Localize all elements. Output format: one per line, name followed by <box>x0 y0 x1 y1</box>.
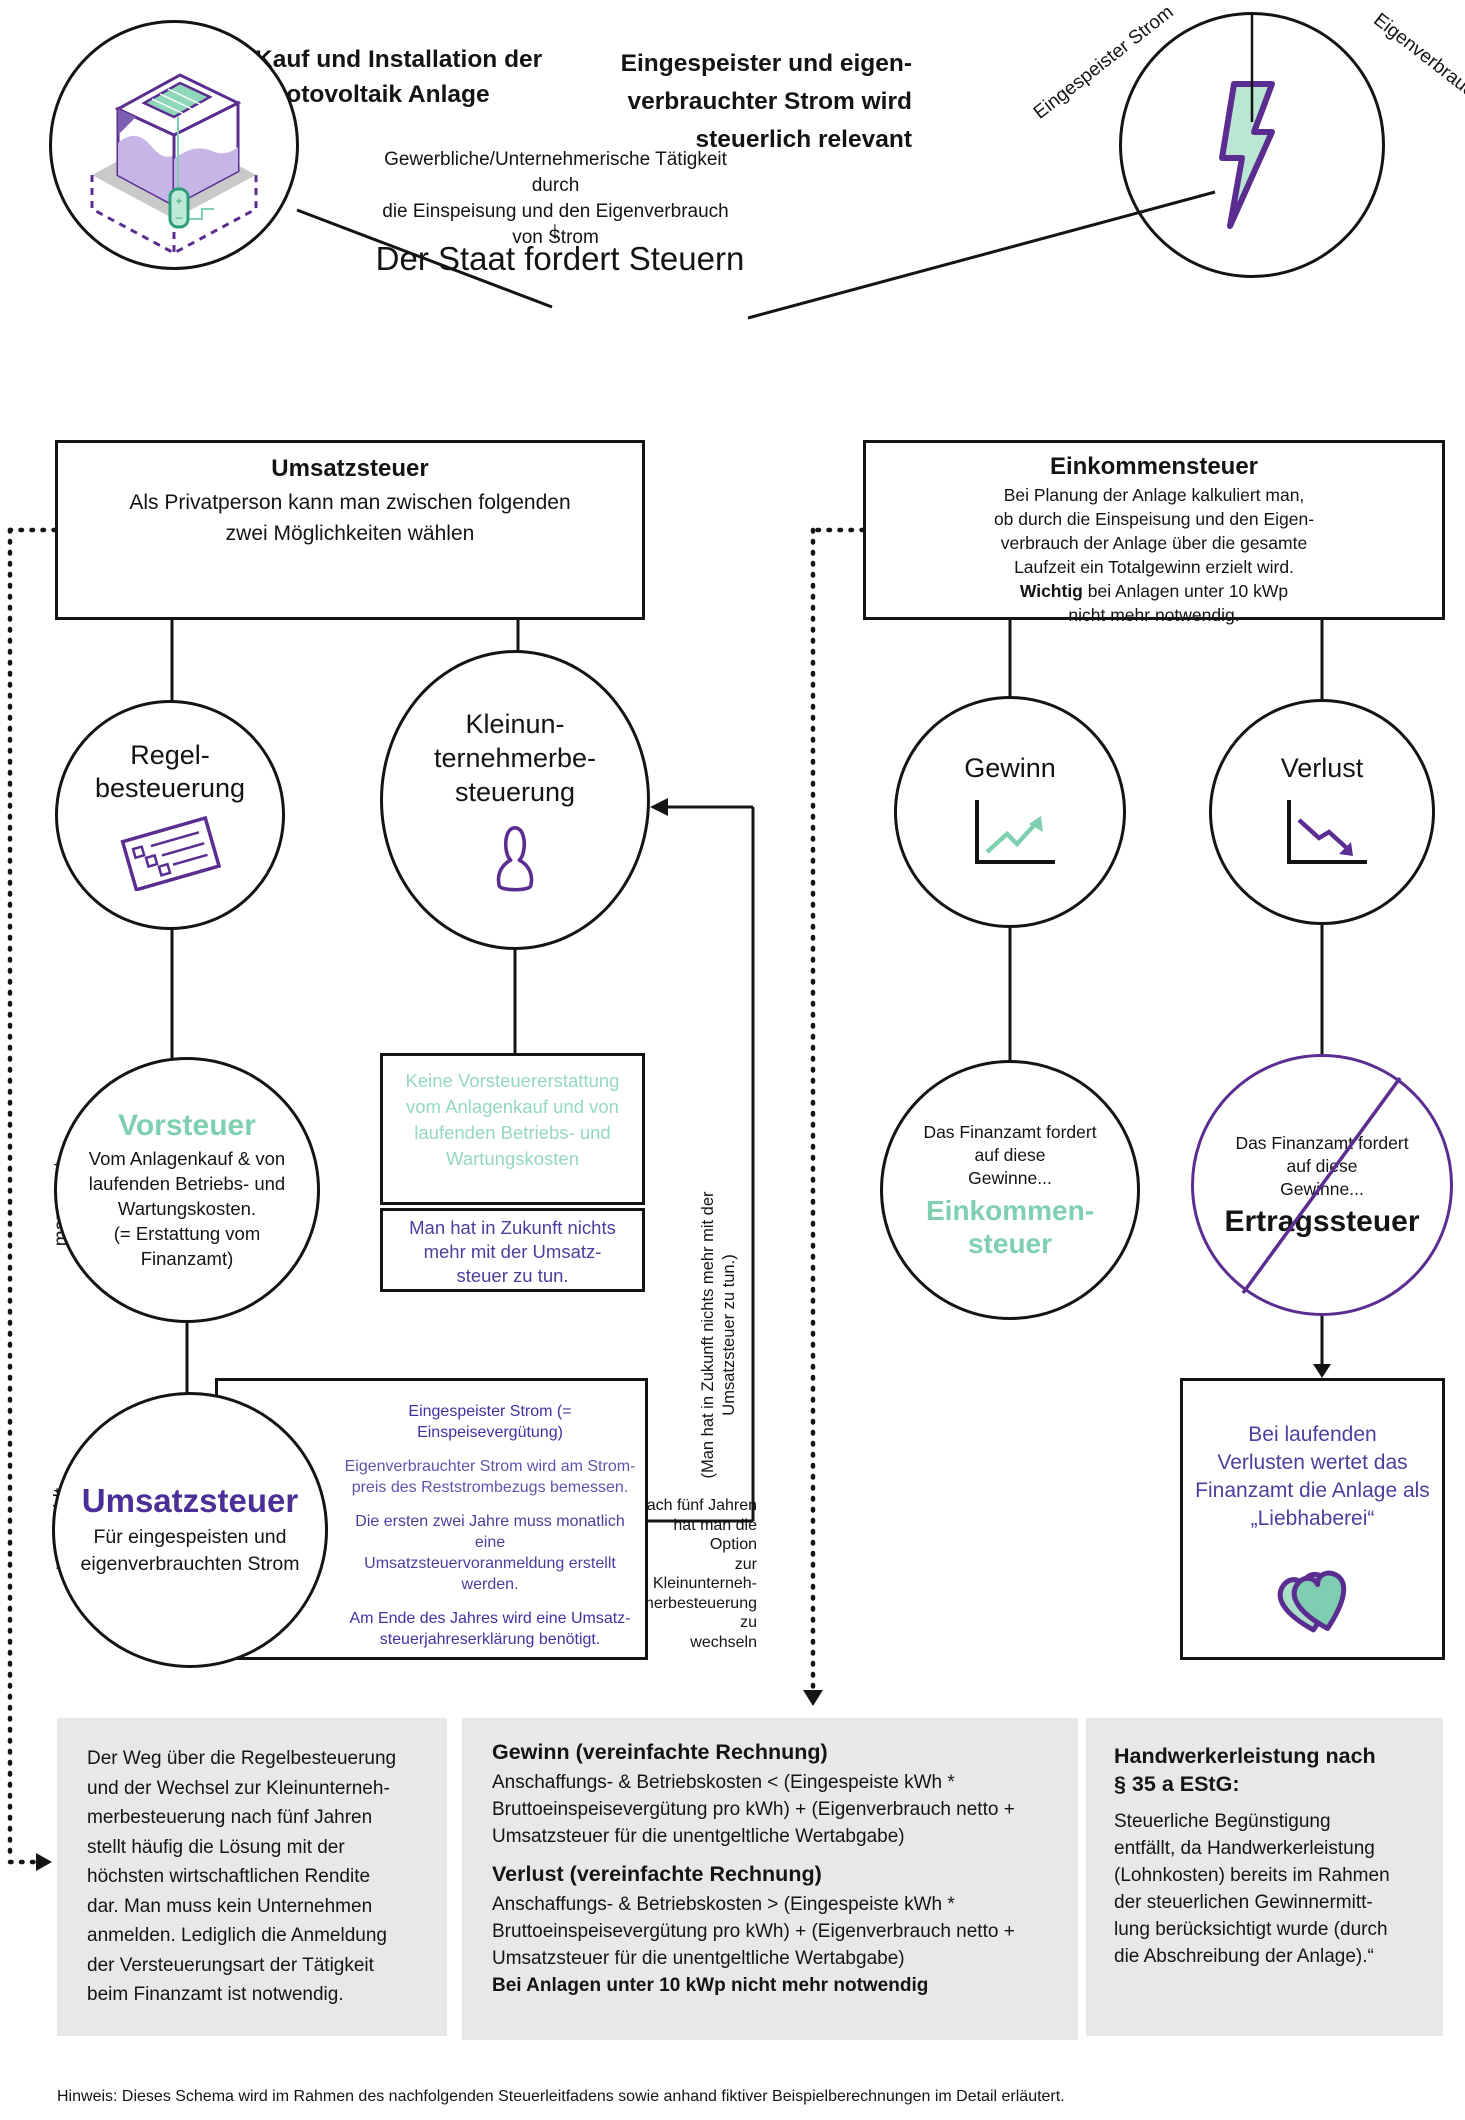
lightning-bolt-icon <box>1219 81 1275 229</box>
regelbesteuerung-label: Regel- besteuerung <box>94 740 246 803</box>
detail-p2: Eigenverbrauchter Strom wird am Strom- p… <box>344 1458 636 1496</box>
document-checklist-icon <box>120 815 222 891</box>
umsatzsteuer-detail-box: Eingespeister Strom (= Einspeisevergütun… <box>215 1378 648 1660</box>
gewinn-rechnung-body: Anschaffungs- & Betriebskosten < (Einges… <box>492 1772 1015 1847</box>
einkommensteuer-box-title: Einkommensteuer <box>1049 453 1259 480</box>
footnote: Hinweis: Dieses Schema wird im Rahmen de… <box>57 2088 1065 2105</box>
einkommensteuer-box: Einkommensteuer Bei Planung der Anlage k… <box>863 440 1445 625</box>
wechsel-note: Nach fünf Jahren hat man die Option zur … <box>635 1497 757 1651</box>
handwerkerleistung-title: Handwerkerleistung nach § 35 a EStG: <box>1114 1744 1376 1796</box>
keine-vorsteuer-text: Keine Vorsteuererstattung vom Anlagenkau… <box>405 1070 620 1169</box>
vorsteuer-body: Vom Anlagenkauf & von laufenden Betriebs… <box>88 1148 286 1269</box>
zukunft-text: Man hat in Zukunft nichts mehr mit der U… <box>409 1217 616 1286</box>
lightning-circle <box>1119 12 1385 278</box>
keine-vorsteuer-box: Keine Vorsteuererstattung vom Anlagenkau… <box>380 1053 645 1205</box>
handwerkerleistung-body: Steuerliche Begünstigung entfällt, da Ha… <box>1114 1811 1390 1967</box>
ertragssteuer-circle-title: Ertragssteuer <box>1224 1204 1420 1238</box>
rechnung-box: Gewinn (vereinfachte Rechnung) Anschaffu… <box>462 1718 1078 2040</box>
gewinn-label: Gewinn <box>964 752 1056 783</box>
verlust-label: Verlust <box>1280 752 1364 783</box>
svg-text:–: – <box>176 210 183 224</box>
einkommensteuer-box-body: Bei Planung der Anlage kalkuliert man, o… <box>993 485 1315 577</box>
house-circle: + – <box>49 20 299 270</box>
liebhaberei-text: Bei laufenden Verlusten wertet das Finan… <box>1195 1423 1430 1530</box>
kleinunternehmer-label: Kleinun- ternehmerbe- steuerung <box>433 709 597 807</box>
left-title: Kauf und Installation der Photovoltaik A… <box>255 46 543 108</box>
intro-text: Gewerbliche/Unternehmerische Tätigkeit d… <box>382 149 729 248</box>
gewinn-circle: Gewinn <box>894 696 1126 928</box>
vorsteuer-circle: Vorsteuer Vom Anlagenkauf & von laufende… <box>54 1057 320 1323</box>
rotated-zukunft-note: (Man hat in Zukunft nichts mehr mit der … <box>699 1191 738 1479</box>
ertragssteuer-circle: Das Finanzamt fordert auf diese Gewinne.… <box>1191 1054 1453 1316</box>
verlust-rechnung-body: Anschaffungs- & Betriebskosten > (Einges… <box>492 1894 1015 1969</box>
rechnung-note: Bei Anlagen unter 10 kWp nicht mehr notw… <box>492 1975 929 1996</box>
regelbesteuerung-summary-text: Der Weg über die Regelbesteuerung und de… <box>87 1748 397 2005</box>
chart-down-icon <box>1287 799 1367 864</box>
einkommensteuer-box-note: Wichtig bei Anlagen unter 10 kWp nicht m… <box>1019 581 1289 625</box>
detail-p3: Die ersten zwei Jahre muss monatlich ein… <box>355 1513 625 1593</box>
umsatzsteuer-circle-body: Für eingespeisten und eigenverbrauchten … <box>80 1526 300 1575</box>
kleinunternehmer-circle: Kleinun- ternehmerbe- steuerung <box>380 650 650 950</box>
gewinn-rechnung-title: Gewinn (vereinfachte Rechnung) <box>492 1740 828 1764</box>
verlust-rechnung-title: Verlust (vereinfachte Rechnung) <box>492 1862 822 1886</box>
umsatzsteuer-circle: Umsatzsteuer Für eingespeisten und eigen… <box>52 1392 328 1668</box>
detail-p4: Am Ende des Jahres wird eine Umsatz- ste… <box>349 1610 631 1648</box>
umsatzsteuer-box-title: Umsatzsteuer <box>271 455 429 482</box>
verlust-circle: Verlust <box>1209 699 1435 925</box>
liebhaberei-box: Bei laufenden Verlusten wertet das Finan… <box>1180 1378 1445 1660</box>
umsatzsteuer-box: Umsatzsteuer Als Privatperson kann man z… <box>55 440 645 620</box>
umsatzsteuer-circle-title: Umsatzsteuer <box>81 1482 299 1519</box>
umsatzsteuer-box-body: Als Privatperson kann man zwischen folge… <box>129 491 571 545</box>
regelbesteuerung-summary-box: Der Weg über die Regelbesteuerung und de… <box>57 1718 447 2036</box>
einkommen-circle-intro: Das Finanzamt fordert auf diese Gewinne.… <box>923 1121 1097 1188</box>
svg-text:+: + <box>175 194 182 208</box>
handwerkerleistung-box: Handwerkerleistung nach § 35 a EStG: Ste… <box>1086 1718 1443 2036</box>
person-icon <box>496 826 534 892</box>
detail-p1: Eingespeister Strom (= Einspeisevergütun… <box>408 1403 572 1441</box>
zukunft-box: Man hat in Zukunft nichts mehr mit der U… <box>380 1208 645 1292</box>
down-arrow-glyph: ↓ <box>548 216 562 244</box>
einkommen-circle: Das Finanzamt fordert auf diese Gewinne.… <box>880 1060 1140 1320</box>
chart-up-icon <box>975 799 1055 864</box>
double-heart-icon <box>1277 1570 1346 1633</box>
house-with-solar-panel-icon: + – <box>90 73 258 255</box>
regelbesteuerung-circle: Regel- besteuerung <box>55 700 285 930</box>
right-title: Eingespeister und eigen- verbrauchter St… <box>620 50 912 153</box>
vorsteuer-title: Vorsteuer <box>118 1109 256 1142</box>
ertragssteuer-circle-intro: Das Finanzamt fordert auf diese Gewinne.… <box>1235 1132 1409 1199</box>
einkommen-circle-title: Einkommen- steuer <box>925 1194 1095 1259</box>
main-claim: Der Staat fordert Steuern <box>375 240 745 277</box>
